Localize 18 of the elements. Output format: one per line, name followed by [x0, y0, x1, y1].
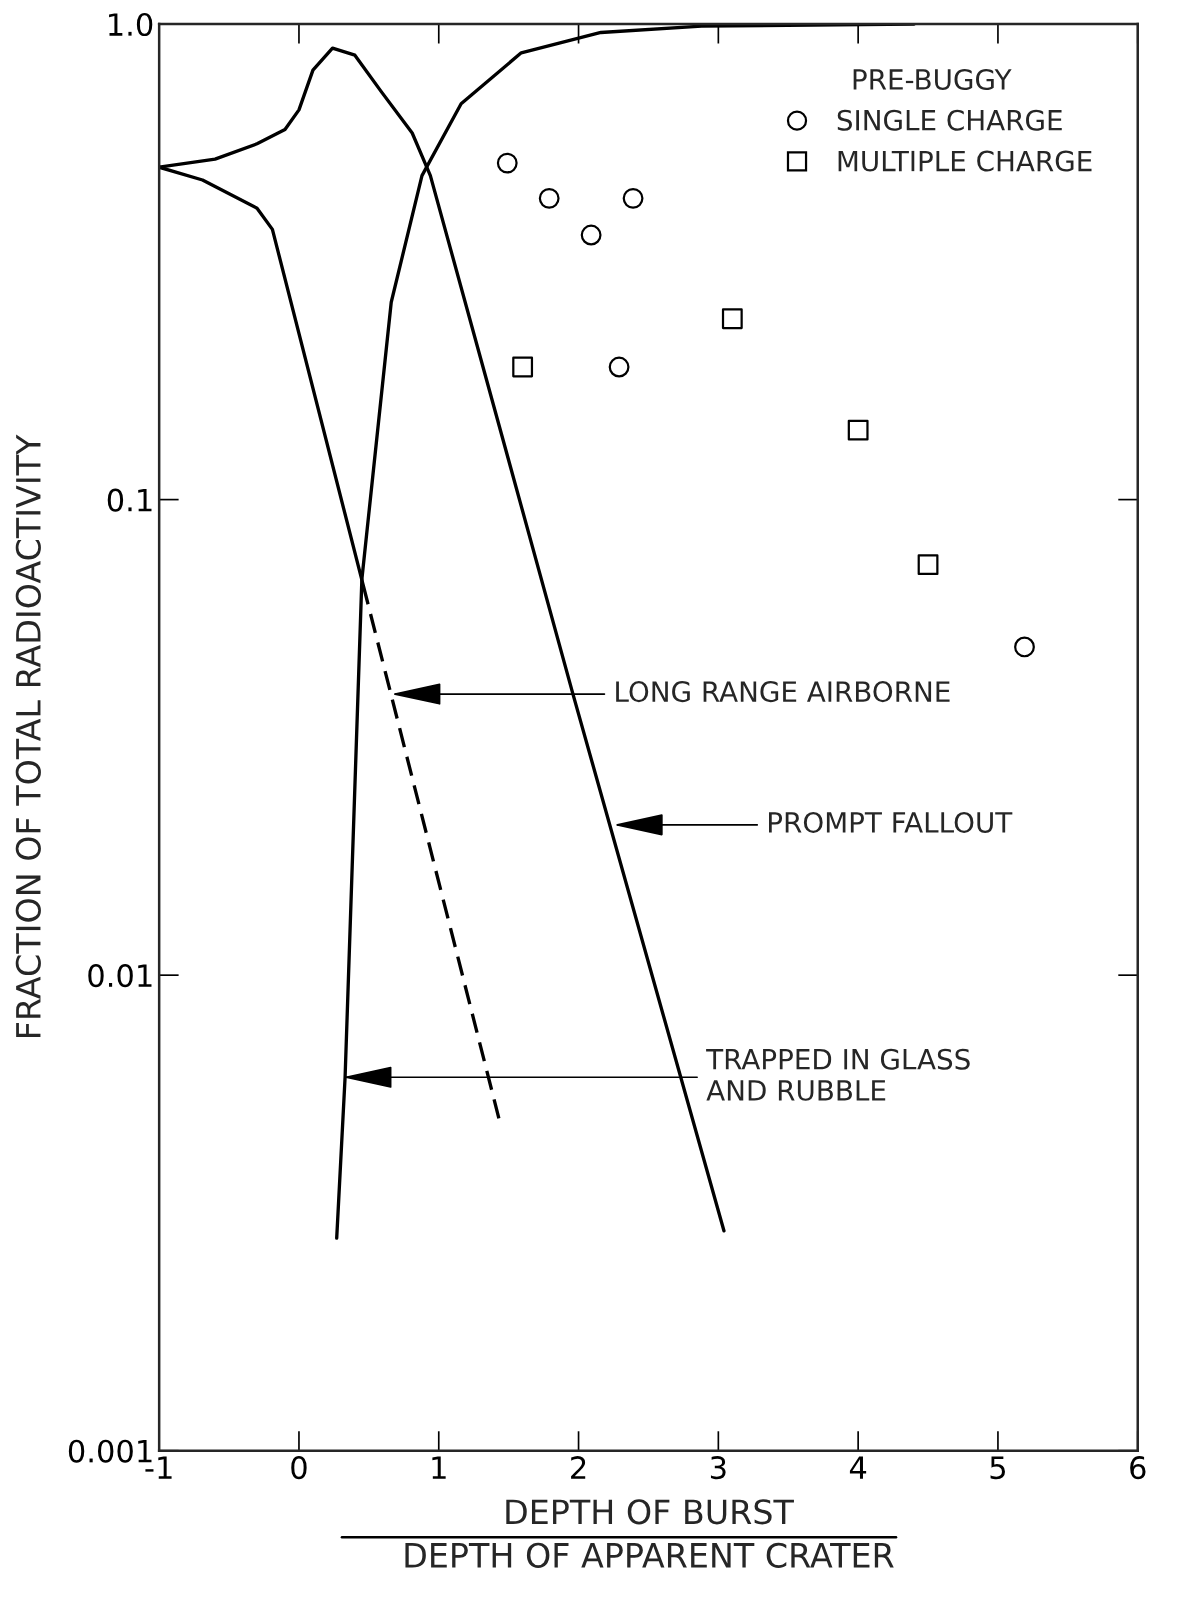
- y-tick-label: 0.01: [88, 964, 152, 988]
- x-axis-title: DEPTH OF BURST DEPTH OF APPARENT CRATER: [405, 1499, 894, 1568]
- annotation: TRAPPED IN GLASS AND RUBBLE: [706, 1048, 970, 1101]
- legend-label: SINGLE CHARGE: [837, 109, 1062, 131]
- x-tick-label: 0: [291, 1456, 307, 1480]
- y-tick-label: 0.1: [107, 488, 152, 512]
- legend-title: PRE-BUGGY: [853, 68, 1012, 90]
- x-tick-label: 6: [1130, 1456, 1146, 1480]
- x-tick-label: 2: [571, 1456, 586, 1479]
- annotation: PROMPT FALLOUT: [769, 811, 1013, 833]
- y-tick-label: 1.0: [109, 12, 153, 37]
- x-tick-label: 1: [432, 1456, 446, 1479]
- legend-label: MULTIPLE CHARGE: [838, 150, 1092, 172]
- x-tick-label: 4: [849, 1456, 867, 1479]
- x-tick-label: 3: [710, 1456, 726, 1480]
- x-tick-label: 5: [990, 1456, 1005, 1480]
- y-axis-title: FRACTION OF TOTAL RADIOACTIVITY: [15, 434, 41, 1037]
- annotation: LONG RANGE AIRBORNE: [616, 681, 950, 703]
